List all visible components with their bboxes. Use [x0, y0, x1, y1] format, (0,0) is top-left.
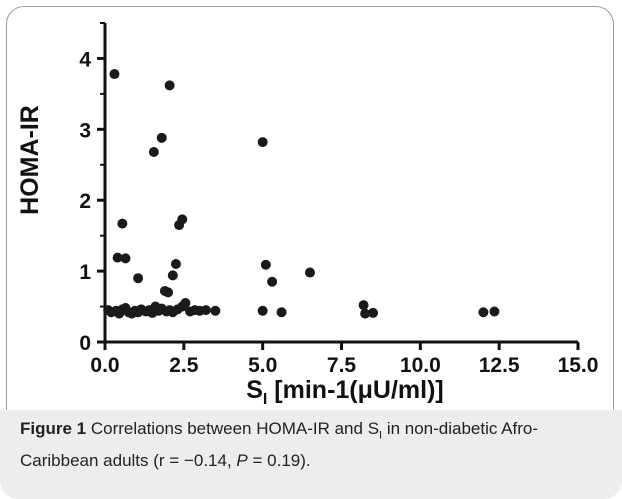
data-point [276, 307, 287, 318]
x-tick-label: 5.0 [248, 354, 277, 377]
x-axis-label-sub: I [263, 391, 267, 408]
caption-text-after: in non-diabetic Afro-Caribbean adults (r… [20, 419, 539, 471]
data-point [360, 308, 371, 319]
data-point [257, 305, 268, 316]
caption-sub: I [379, 429, 383, 442]
x-tick-label: 15.0 [558, 354, 599, 377]
data-point [159, 285, 170, 296]
data-point [200, 305, 211, 316]
y-axis-label: HOMA-IR [16, 105, 44, 215]
data-point [489, 306, 500, 317]
caption-p-value: = 0.19). [247, 451, 311, 471]
x-tick-label: 12.5 [479, 354, 520, 377]
data-point [304, 267, 315, 278]
data-point [260, 259, 271, 270]
caption-text-before: Correlations between HOMA-IR and S [86, 419, 380, 438]
tick-labels: 0 1 2 3 4 0.0 2.5 5.0 7.5 10.0 12.5 15.0 [79, 48, 598, 377]
y-tick-label: 3 [79, 119, 91, 142]
caption-background [0, 410, 622, 499]
data-point [120, 253, 131, 264]
data-point [358, 300, 369, 311]
y-tick-label: 2 [79, 190, 91, 213]
data-point [170, 259, 181, 270]
data-points [103, 69, 500, 319]
data-point [133, 273, 144, 284]
scatter-chart: 0 1 2 3 4 0.0 2.5 5.0 7.5 10.0 12.5 15.0 HOMA-IR SI… [16, 22, 598, 408]
y-tick-label: 4 [79, 48, 91, 71]
data-point [112, 252, 123, 263]
data-point [109, 69, 120, 80]
data-point [156, 132, 167, 143]
y-tick-label: 0 [79, 332, 91, 355]
data-point [148, 147, 159, 158]
caption-label: Figure 1 [20, 419, 87, 438]
x-tick-label: 0.0 [90, 354, 119, 377]
data-point [167, 270, 178, 281]
data-point [164, 80, 175, 91]
x-axis-label-main: S [246, 376, 263, 404]
data-point [210, 305, 221, 316]
data-point [267, 276, 278, 287]
y-tick-label: 1 [79, 261, 91, 284]
x-tick-label: 10.0 [400, 354, 441, 377]
data-point [478, 307, 489, 318]
data-point [257, 137, 268, 148]
x-axis-label-rest: [min-1(μU/ml)] [267, 376, 443, 404]
x-tick-label: 7.5 [327, 354, 357, 377]
x-axis-label: SI [min-1(μU/ml)] [246, 376, 444, 408]
data-point [117, 218, 128, 229]
data-point [368, 307, 379, 318]
figure-caption: Figure 1 Correlations between HOMA-IR an… [20, 416, 610, 473]
data-point [174, 220, 185, 231]
data-point [180, 298, 191, 309]
caption-p-symbol: P [236, 451, 248, 471]
x-tick-label: 2.5 [169, 354, 199, 377]
axes [97, 22, 580, 350]
